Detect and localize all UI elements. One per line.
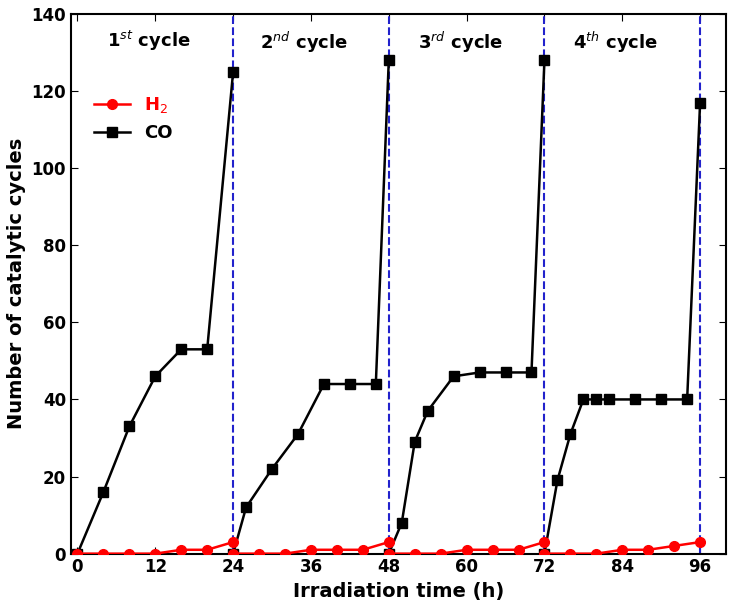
X-axis label: Irradiation time (h): Irradiation time (h) [293, 582, 504, 601]
Y-axis label: Number of catalytic cycles: Number of catalytic cycles [7, 138, 26, 429]
Text: 1$^{st}$ cycle: 1$^{st}$ cycle [107, 29, 191, 54]
Legend: H$_2$, CO: H$_2$, CO [86, 88, 180, 149]
Text: 2$^{nd}$ cycle: 2$^{nd}$ cycle [260, 29, 348, 55]
Text: 3$^{rd}$ cycle: 3$^{rd}$ cycle [418, 29, 503, 55]
Text: 4$^{th}$ cycle: 4$^{th}$ cycle [573, 29, 658, 55]
